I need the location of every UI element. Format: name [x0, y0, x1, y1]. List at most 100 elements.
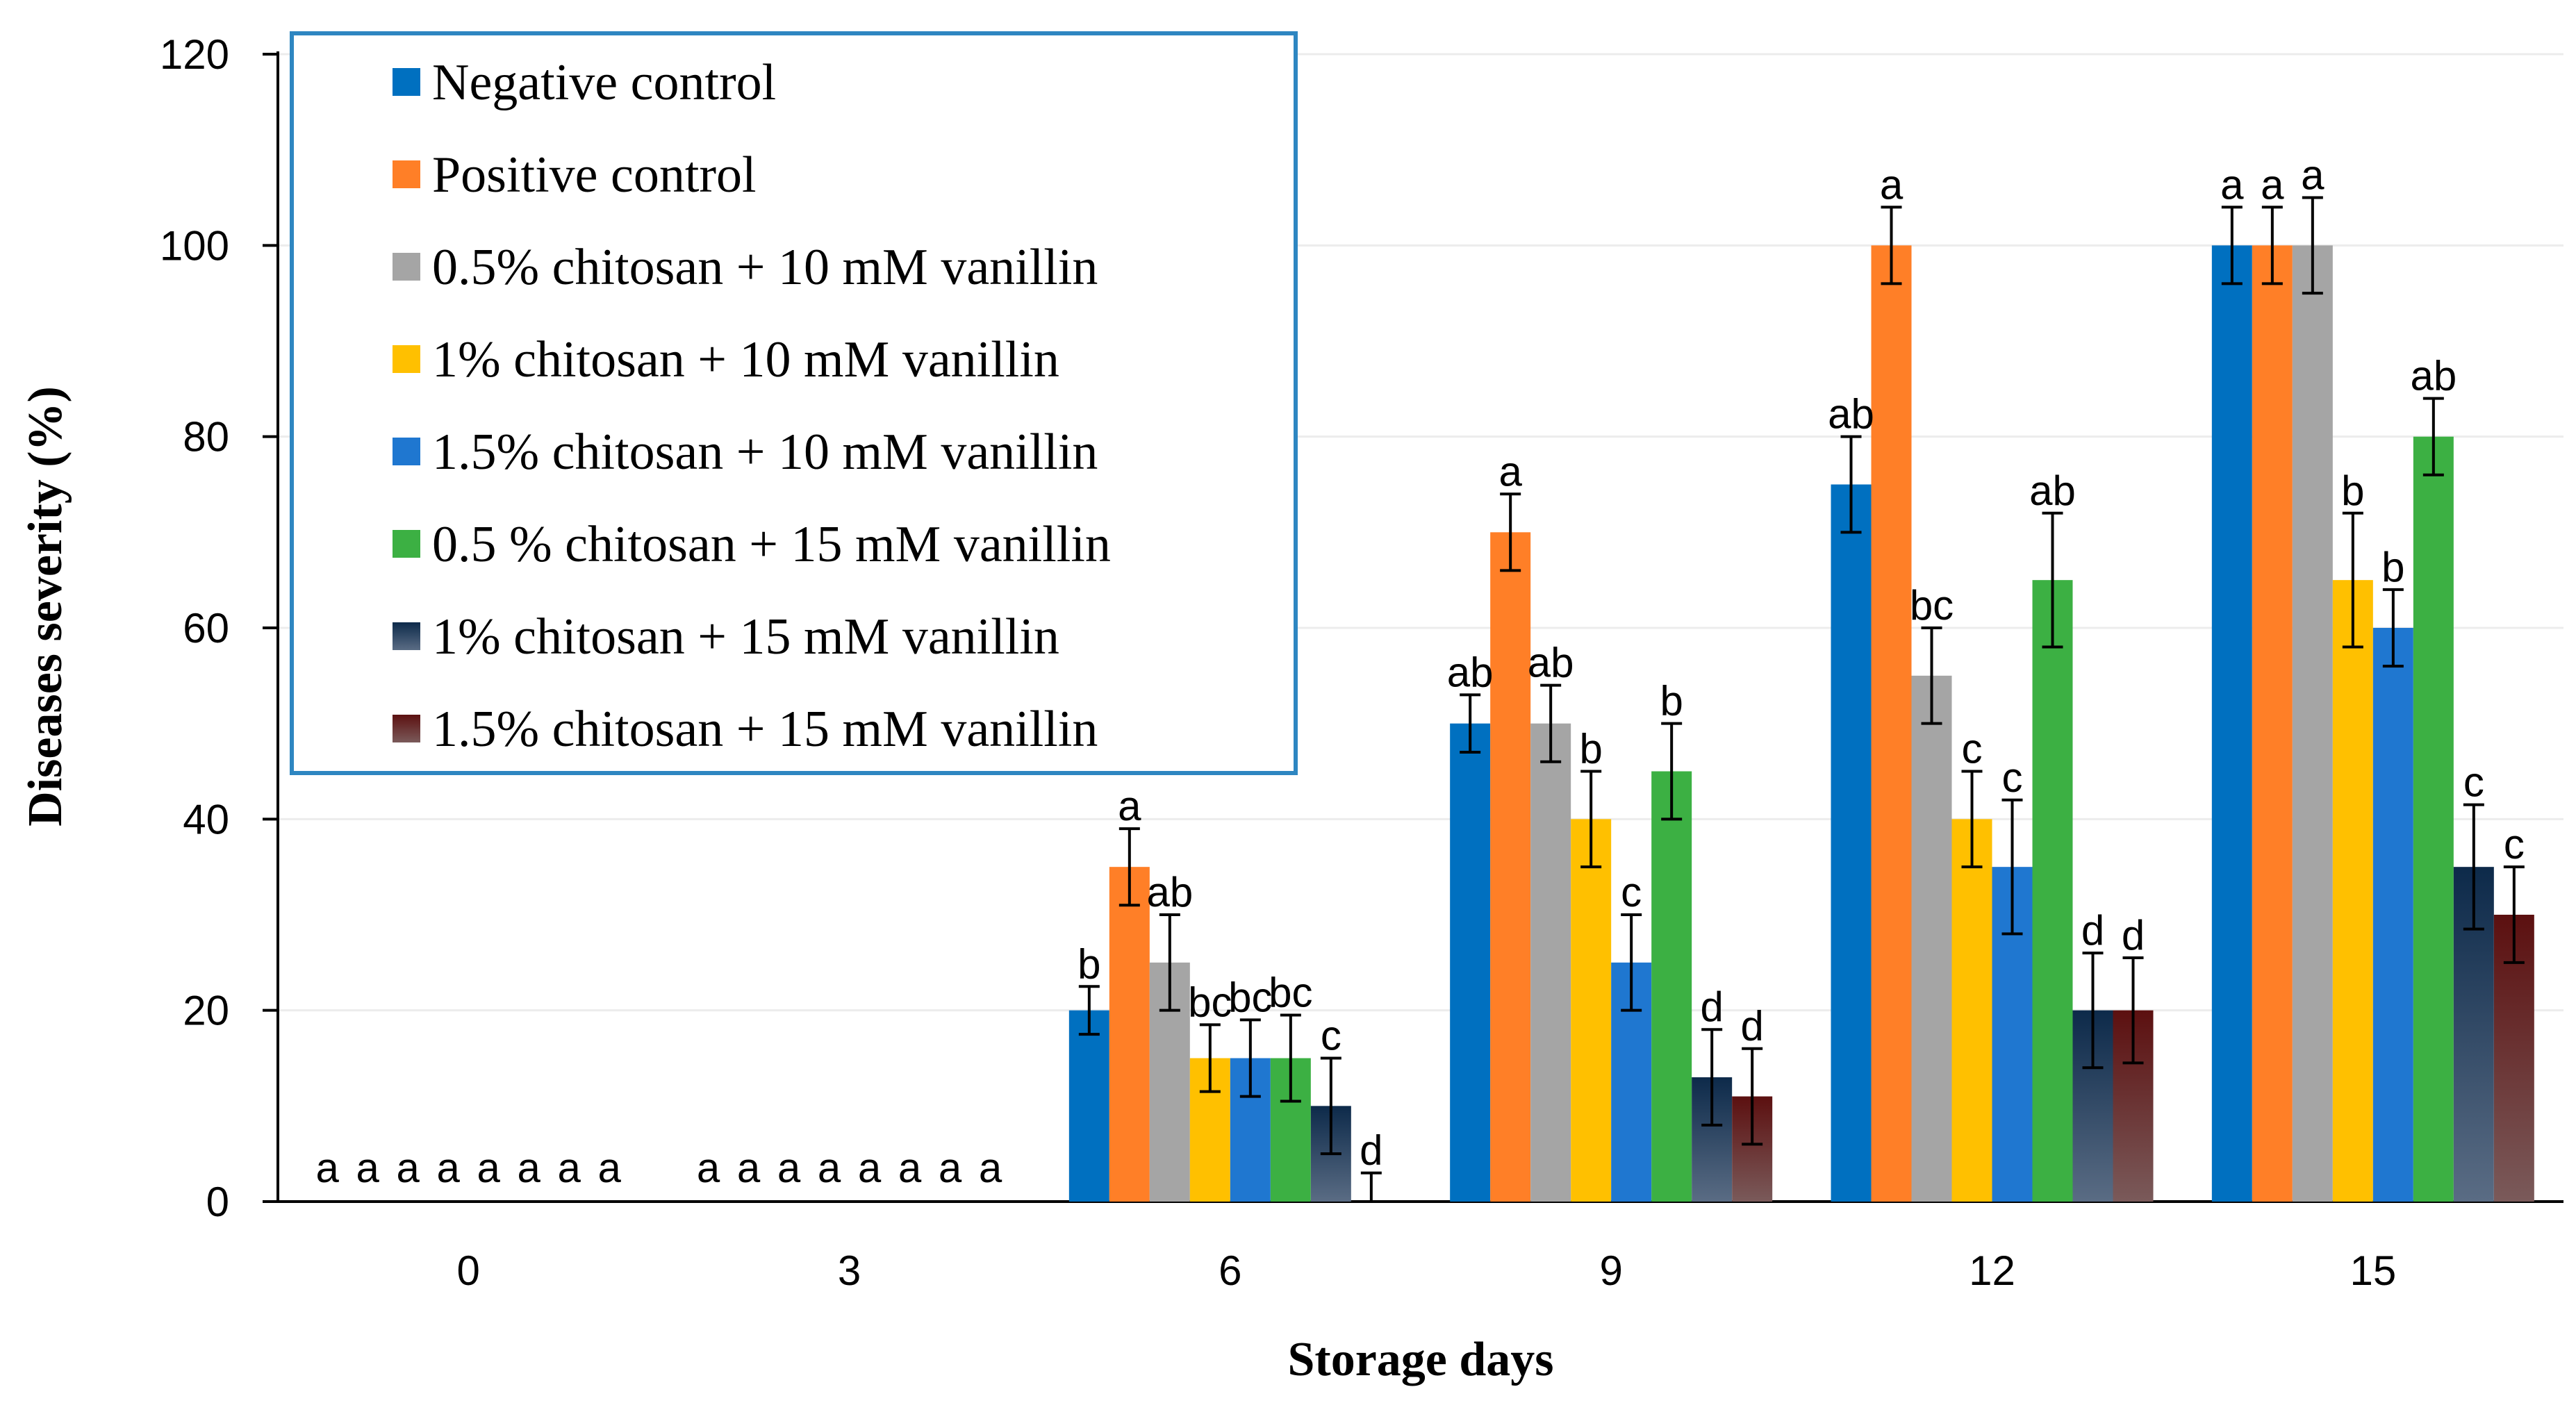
significance-letter: a	[2220, 161, 2244, 208]
significance-letter: c	[1621, 869, 1642, 915]
significance-letter: a	[477, 1145, 500, 1191]
significance-letter: ab	[1828, 391, 1874, 438]
bar	[1530, 723, 1571, 1202]
significance-letter: a	[557, 1145, 581, 1191]
axes	[263, 51, 2563, 1203]
legend-label: Positive control	[432, 147, 757, 204]
bar	[2332, 580, 2373, 1202]
bar	[2032, 580, 2073, 1202]
significance-letter: b	[1078, 940, 1100, 987]
significance-letter: ab	[1528, 640, 1574, 686]
significance-letter: d	[1360, 1127, 1382, 1174]
significance-letter: a	[597, 1145, 621, 1191]
error-bars	[1078, 196, 2525, 1202]
legend-swatch	[393, 530, 420, 558]
significance-letter: c	[2504, 821, 2525, 867]
significance-letter: a	[818, 1145, 841, 1191]
significance-letter: a	[939, 1145, 962, 1191]
y-tick-label: 80	[183, 414, 229, 460]
significance-letter: a	[436, 1145, 460, 1191]
significance-letter: bc	[1910, 582, 1954, 629]
y-tick-label: 40	[183, 796, 229, 842]
significance-letter: ab	[1447, 649, 1494, 695]
bar	[1831, 484, 1872, 1202]
bar	[2211, 245, 2252, 1202]
bar	[2252, 245, 2293, 1202]
significance-letter: b	[1660, 678, 1683, 724]
significance-letter: c	[2002, 754, 2023, 801]
bar	[1450, 723, 1491, 1202]
significance-letter: d	[1740, 1003, 1763, 1049]
significance-letter: c	[2463, 759, 2484, 806]
significance-letter: bc	[1188, 979, 1232, 1025]
x-tick-label: 0	[456, 1247, 479, 1294]
legend-label: 0.5 % chitosan + 15 mM vanillin	[432, 516, 1111, 573]
significance-letter: ab	[2410, 353, 2457, 399]
legend-swatch	[393, 345, 420, 373]
x-tick-label: 3	[838, 1247, 861, 1294]
significance-letter: a	[2261, 161, 2284, 208]
significance-letter: c	[1962, 726, 1983, 772]
significance-letter: b	[1579, 726, 1602, 772]
significance-letter: bc	[1269, 970, 1312, 1016]
x-axis-title: Storage days	[1287, 1333, 1553, 1386]
legend-label: 1% chitosan + 15 mM vanillin	[432, 608, 1059, 665]
legend-label: 0.5% chitosan + 10 mM vanillin	[432, 239, 1098, 296]
significance-letter: a	[1118, 783, 1141, 829]
x-tick-label: 12	[1969, 1247, 2015, 1294]
bar	[1651, 771, 1692, 1202]
legend-swatch	[393, 68, 420, 96]
y-tick-label: 20	[183, 988, 229, 1034]
legend-swatch	[393, 715, 420, 742]
significance-letter: a	[517, 1145, 540, 1191]
legend-label: 1.5% chitosan + 10 mM vanillin	[432, 424, 1098, 481]
significance-letter: a	[356, 1145, 379, 1191]
significance-letter: a	[396, 1145, 420, 1191]
bar	[2292, 245, 2333, 1202]
significance-letter: d	[2122, 912, 2145, 958]
significance-letter: a	[1498, 448, 1522, 495]
x-tick-label: 9	[1599, 1247, 1622, 1294]
bar	[2372, 628, 2413, 1202]
legend-swatch	[393, 622, 420, 650]
y-tick-label: 120	[160, 31, 229, 78]
bar	[1068, 1010, 1109, 1202]
significance-letter: b	[2341, 467, 2364, 514]
significance-letter: a	[858, 1145, 882, 1191]
legend: Negative control Positive control 0.5% chi…	[290, 31, 1298, 775]
bar	[1951, 819, 1992, 1202]
legend-swatch	[393, 438, 420, 465]
significance-letter: d	[2081, 907, 2104, 954]
legend-label: 1.5% chitosan + 15 mM vanillin	[432, 701, 1098, 758]
significance-letter: a	[737, 1145, 761, 1191]
bar	[1109, 867, 1150, 1202]
significance-letter: c	[1321, 1013, 1341, 1059]
bar	[1871, 245, 1912, 1202]
significance-letter: a	[697, 1145, 720, 1191]
significance-letter: a	[315, 1145, 339, 1191]
significance-letter: ab	[1146, 869, 1193, 915]
significance-letter: a	[898, 1145, 922, 1191]
legend-label: 1% chitosan + 10 mM vanillin	[432, 331, 1059, 388]
tick-labels: 0 20 40 60 80 100 120 0 3 6 9 12 15	[160, 31, 2396, 1294]
y-tick-label: 60	[183, 605, 229, 651]
legend-swatch	[393, 160, 420, 188]
bar	[1911, 675, 1952, 1202]
legend-swatch	[393, 253, 420, 281]
y-tick-label: 0	[206, 1179, 229, 1225]
bar	[1571, 819, 1612, 1202]
significance-letter: bc	[1228, 974, 1272, 1020]
significance-letter: a	[1880, 161, 1904, 208]
x-tick-label: 6	[1219, 1247, 1241, 1294]
significance-letter: d	[1700, 983, 1723, 1030]
legend-label: Negative control	[432, 54, 776, 111]
y-axis-title: Diseases severity (%)	[19, 386, 72, 827]
significance-letter: a	[979, 1145, 1002, 1191]
significance-letter: a	[2301, 152, 2325, 199]
significance-letter: a	[777, 1145, 801, 1191]
legend-frame	[290, 31, 1298, 775]
significance-letter: b	[2381, 544, 2404, 590]
significance-letter: ab	[2029, 467, 2076, 514]
